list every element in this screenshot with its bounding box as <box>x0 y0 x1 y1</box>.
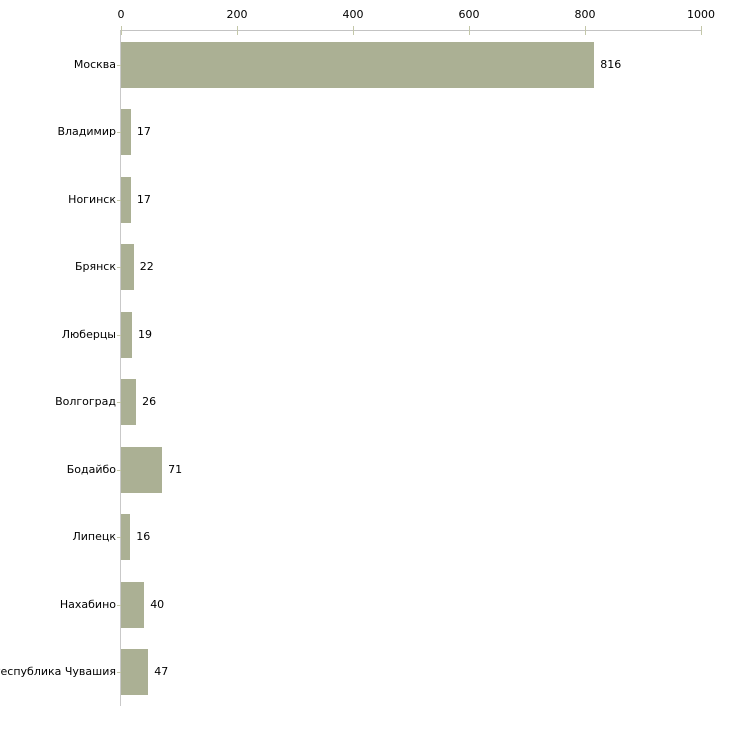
bar <box>121 649 149 696</box>
category-tick-mark <box>117 334 121 336</box>
bar-row: Брянск 22 <box>75 234 701 302</box>
bar-row: Волгоград 26 <box>55 369 701 437</box>
category-tick-mark <box>117 469 121 471</box>
bar <box>121 311 133 358</box>
value-label: 26 <box>142 395 157 409</box>
category-tick-mark <box>117 267 121 269</box>
bar <box>121 514 131 561</box>
category-label: Нахабино <box>59 597 116 611</box>
value-label: 19 <box>138 327 153 341</box>
value-label: 16 <box>136 530 151 544</box>
x-tick-mark <box>120 26 122 35</box>
x-tick-label: 800 <box>574 8 596 21</box>
x-tick-mark <box>468 26 470 35</box>
x-tick-label: 600 <box>458 8 480 21</box>
bar <box>121 379 137 426</box>
x-tick-mark <box>352 26 354 35</box>
category-tick-mark <box>117 604 121 606</box>
category-label: Москва <box>73 57 116 71</box>
category-tick-mark <box>117 672 121 674</box>
value-label: 816 <box>600 57 622 71</box>
category-tick-mark <box>117 402 121 404</box>
category-label: Ногинск <box>68 192 116 206</box>
bar <box>121 109 131 156</box>
value-label: 71 <box>168 462 183 476</box>
value-label: 17 <box>136 125 151 139</box>
category-label: Владимир <box>57 125 116 139</box>
value-label: 47 <box>154 665 169 679</box>
x-tick-label: 200 <box>226 8 248 21</box>
value-label: 17 <box>136 192 151 206</box>
category-tick-mark <box>117 64 121 66</box>
bar <box>121 581 145 628</box>
bar-row: Нахабино 40 <box>60 571 701 639</box>
x-tick-label: 0 <box>117 8 125 21</box>
x-tick-mark <box>700 26 702 35</box>
bar-row: Москва 816 <box>74 31 701 99</box>
category-label: Брянск <box>74 260 116 274</box>
bar <box>121 176 131 223</box>
bar <box>121 244 134 291</box>
category-label: Бодайбо <box>66 462 116 476</box>
bar-row: Липецк 16 <box>72 504 701 572</box>
category-tick-mark <box>117 199 121 201</box>
x-tick-label: 1000 <box>687 8 715 21</box>
value-label: 40 <box>150 597 165 611</box>
bar-row: Республика Чувашия 47 <box>0 639 701 707</box>
value-label: 22 <box>139 260 154 274</box>
bar-row: Бодайбо 71 <box>67 436 701 504</box>
category-tick-mark <box>117 537 121 539</box>
category-label: Республика Чувашия <box>0 665 116 679</box>
bar-row: Люберцы 19 <box>62 301 701 369</box>
bar <box>121 41 595 88</box>
plot-area: 0 200 400 600 800 1000 Москва 816 Владимир 17 Ног… <box>0 8 715 707</box>
category-tick-mark <box>117 132 121 134</box>
x-tick-label: 400 <box>342 8 364 21</box>
bar <box>121 446 163 493</box>
category-label: Люберцы <box>61 327 116 341</box>
category-label: Волгоград <box>55 395 116 409</box>
x-tick-mark <box>236 26 238 35</box>
category-label: Липецк <box>72 530 116 544</box>
bar-row: Владимир 17 <box>57 99 701 167</box>
bar-row: Ногинск 17 <box>68 166 701 234</box>
x-tick-mark <box>584 26 586 35</box>
